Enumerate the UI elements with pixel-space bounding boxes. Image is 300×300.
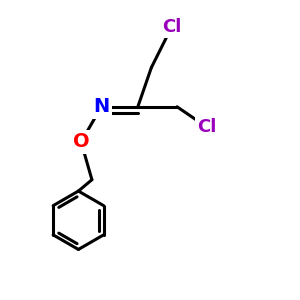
Text: O: O: [73, 132, 89, 152]
Text: Cl: Cl: [162, 18, 181, 36]
Text: N: N: [93, 97, 110, 116]
Text: Cl: Cl: [197, 118, 216, 136]
